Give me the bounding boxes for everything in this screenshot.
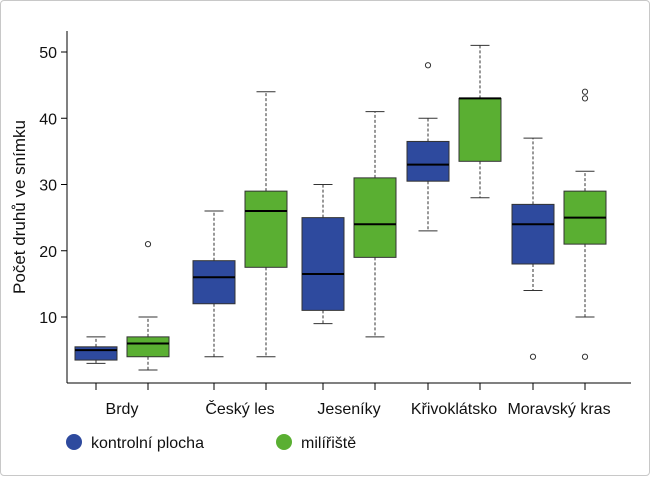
box-iqr [511,203,555,265]
x-tick-label: Český les [205,399,274,418]
box-iqr [301,217,345,311]
y-ticks: 10 20 30 40 50 [39,45,67,327]
outlier-point [581,88,589,95]
legend: kontrolní plocha milířiště [66,434,356,452]
box-iqr [406,140,450,182]
box-group [301,184,345,325]
legend-label: milířiště [301,435,356,452]
box-iqr [458,97,502,162]
legend-label: kontrolní plocha [91,435,204,452]
legend-marker [66,434,82,450]
x-tick-label: Brdy [106,401,139,418]
box-iqr [126,336,170,358]
box-group [458,44,502,199]
box-group [192,210,236,358]
outlier-point [581,95,589,102]
legend-marker [276,434,292,450]
outlier-point [144,241,152,248]
outlier-point [581,353,589,360]
box-iqr [353,177,397,258]
x-ticks: Brdy Český les Jeseníky Křivoklátsko Moravsk… [95,383,611,418]
y-tick-label: 50 [39,45,57,62]
outlier-point [529,353,537,360]
y-tick-label: 20 [39,244,57,261]
box-iqr [192,260,236,305]
y-tick-label: 10 [39,310,57,327]
box-group [244,91,288,358]
x-tick-label: Moravský kras [507,401,610,418]
box-iqr [244,190,288,268]
x-tick-label: Křivoklátsko [411,401,497,418]
box-iqr [74,346,118,361]
y-axis-label: Počet druhů ve snímku [10,120,29,294]
box-group [511,137,555,360]
box-group [406,62,450,232]
box-group [353,111,397,338]
axes [66,31,631,384]
box-group [126,241,170,371]
box-group [563,88,607,360]
box-group [74,336,118,364]
y-tick-label: 30 [39,178,57,195]
boxes [74,44,607,371]
y-tick-label: 40 [39,111,57,128]
outlier-point [424,62,432,69]
x-tick-label: Jeseníky [317,401,380,418]
